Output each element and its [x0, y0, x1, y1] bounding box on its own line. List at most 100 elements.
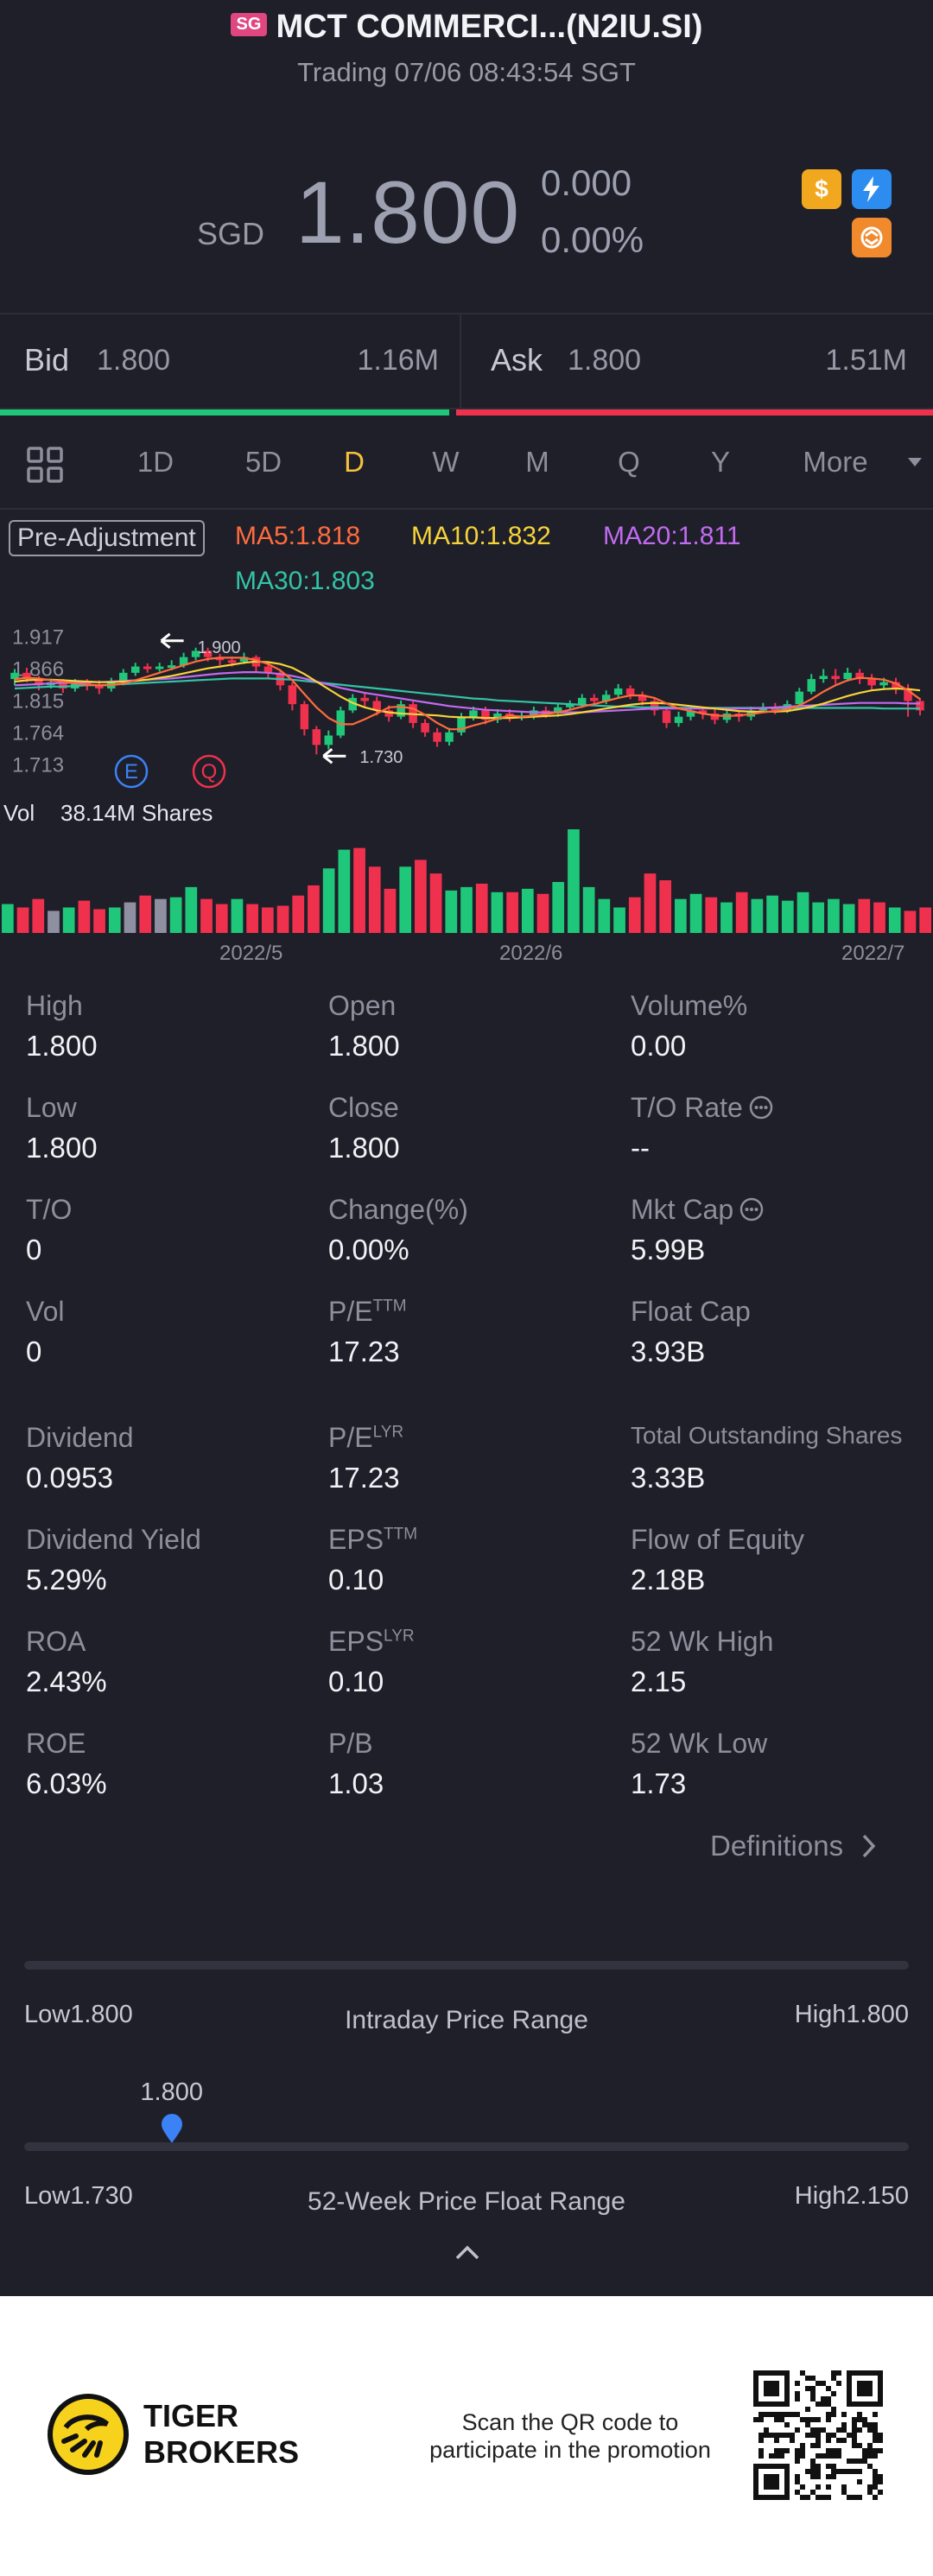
stat-label-dividend: Dividend [26, 1422, 134, 1454]
candle-body [650, 701, 659, 711]
low-marker-label: 1.730 [359, 748, 403, 767]
qr-module [816, 2484, 821, 2490]
volume-value: 38.14M Shares [60, 800, 213, 826]
qr-module [878, 2433, 883, 2438]
x-tick-jun: 2022/6 [499, 942, 563, 965]
stat-label-52-wk-low: 52 Wk Low [631, 1728, 767, 1760]
collapse-chevron-icon[interactable] [454, 2243, 480, 2266]
qr-module [852, 2438, 857, 2443]
tab-q[interactable]: Q [618, 446, 640, 478]
stat-label-52-wk-high: 52 Wk High [631, 1626, 773, 1658]
qr-module [857, 2479, 862, 2484]
quarter-event-marker-circle [192, 754, 226, 789]
volume-bar [2, 904, 14, 933]
qr-module [795, 2396, 800, 2402]
candle-body [312, 729, 321, 746]
qr-module [836, 2427, 841, 2433]
qr-module [805, 2495, 810, 2500]
qr-module [810, 2433, 816, 2438]
stat-label-p-e-lyr: P/ELYR [328, 1422, 403, 1454]
qr-module [764, 2412, 769, 2417]
volume-bar [276, 905, 289, 933]
tab-m[interactable]: M [525, 446, 549, 478]
qr-module [821, 2381, 826, 2386]
candle-body [288, 685, 297, 705]
qr-module [795, 2490, 800, 2495]
stat-label-text: P/B [328, 1728, 373, 1759]
chevron-right-icon [862, 1834, 876, 1858]
qr-code-icon[interactable] [753, 2370, 883, 2500]
y-tick-label: 1.713 [12, 754, 64, 777]
qr-module [795, 2459, 800, 2464]
volume-bar [919, 907, 931, 933]
qr-module [795, 2427, 800, 2433]
volume-bar [200, 898, 213, 933]
brand-line2: BROKERS [143, 2434, 300, 2470]
qr-module [836, 2453, 841, 2459]
candle-body [493, 714, 502, 720]
qr-module [836, 2448, 841, 2453]
tab-w[interactable]: W [432, 446, 460, 478]
qr-module [878, 2448, 883, 2453]
currency-label: SGD [197, 216, 265, 251]
last-price: 1.800 [295, 163, 521, 262]
flash-icon[interactable] [852, 169, 892, 209]
bid-price: 1.800 [97, 344, 171, 377]
qr-module [873, 2427, 878, 2433]
qr-module [769, 2453, 774, 2459]
layout-grid-icon[interactable] [26, 446, 64, 488]
qr-module [873, 2438, 878, 2443]
qr-module [764, 2427, 769, 2433]
qr-module [852, 2459, 857, 2464]
intraday-low: Low1.800 [24, 2001, 133, 2028]
tab-5d[interactable]: 5D [244, 446, 282, 478]
pre-adjustment-toggle[interactable]: Pre-Adjustment [9, 520, 205, 556]
volume-bar [828, 898, 840, 933]
volume-bar [536, 893, 549, 933]
stat-label-volume: Volume% [631, 990, 747, 1022]
qr-module [826, 2412, 831, 2417]
candle-body [59, 682, 67, 688]
qr-module [826, 2453, 831, 2459]
candle-body [469, 710, 478, 717]
stat-value-roa: 2.43% [26, 1666, 107, 1697]
qr-module [867, 2422, 873, 2427]
volume-bar [766, 895, 778, 933]
tab-y[interactable]: Y [710, 446, 730, 478]
tab-d[interactable]: D [344, 446, 365, 478]
more-dropdown-icon[interactable] [907, 456, 923, 473]
to-rate-info-icon[interactable] [748, 1094, 774, 1120]
volume-bar [415, 860, 427, 933]
qr-module [862, 2459, 867, 2464]
ma20-line [14, 670, 920, 714]
qr-module [816, 2433, 821, 2438]
qr-module [841, 2427, 847, 2433]
qr-module [769, 2412, 774, 2417]
mkt-cap-info-icon[interactable] [739, 1196, 765, 1222]
qr-module [805, 2422, 810, 2427]
swap-icon[interactable] [852, 218, 892, 257]
stat-label-mkt-cap: Mkt Cap [631, 1194, 765, 1226]
earnings-event-marker: E [124, 760, 138, 784]
definitions-link[interactable]: Definitions [710, 1830, 879, 1862]
bid-ask-divider [460, 313, 461, 409]
qr-module [795, 2412, 800, 2417]
candle-body [336, 710, 346, 736]
stat-label-eps-lyr: EPSLYR [328, 1626, 415, 1658]
dollar-icon[interactable]: $ [802, 169, 841, 209]
qr-module [779, 2412, 784, 2417]
volume-bar [873, 902, 885, 933]
stat-label-text: 52 Wk High [631, 1626, 774, 1657]
ma30-line [14, 677, 920, 710]
stat-label-p-e-ttm: P/ETTM [328, 1296, 407, 1328]
header-title-row: SG MCT COMMERCI...(N2IU.SI) [0, 9, 933, 46]
qr-module [878, 2479, 883, 2484]
stat-label-p-b: P/B [328, 1728, 373, 1760]
qr-module [816, 2438, 821, 2443]
qr-module [805, 2417, 810, 2422]
tab-1d[interactable]: 1D [136, 446, 175, 478]
tab-more[interactable]: More [803, 446, 868, 478]
qr-module [841, 2412, 847, 2417]
